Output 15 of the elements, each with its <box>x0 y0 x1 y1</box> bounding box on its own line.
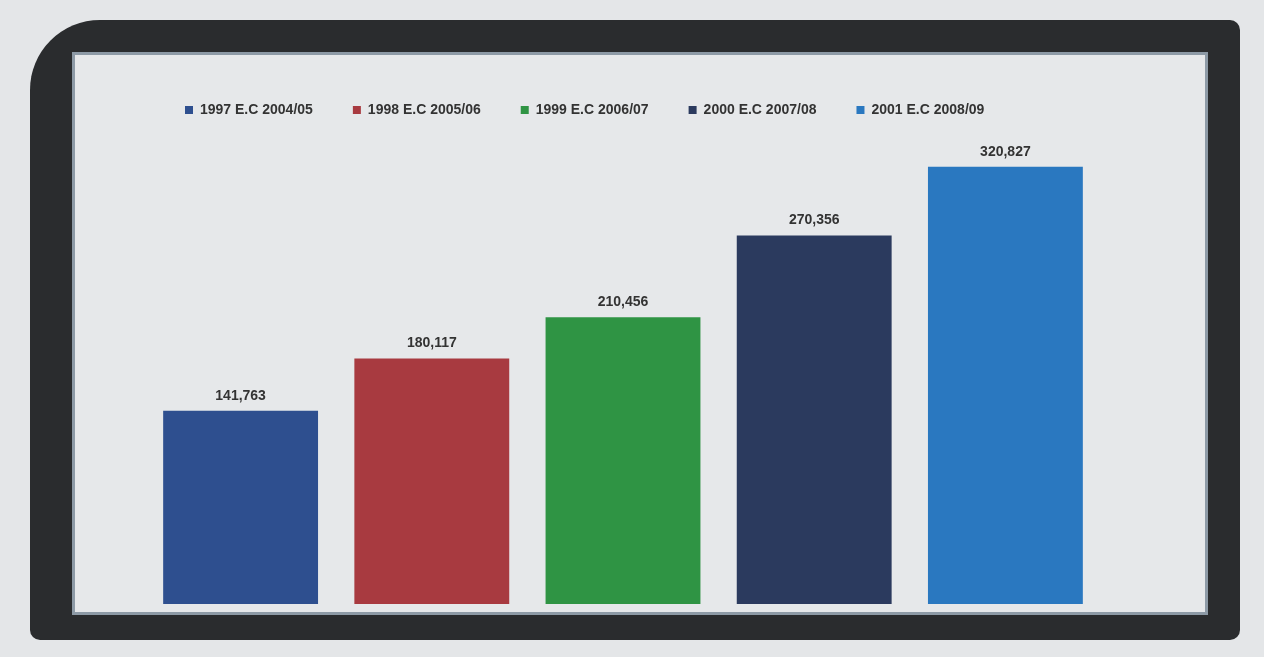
data-label: 210,456 <box>597 293 649 310</box>
data-label: 141,763 <box>215 386 267 403</box>
data-label: 180,117 <box>406 334 457 351</box>
data-label: 320,827 <box>980 142 1031 159</box>
legend-label: 1997 E.C 2004/05 <box>200 100 314 117</box>
bar <box>163 410 319 604</box>
legend-label: 1999 E.C 2006/07 <box>535 100 649 117</box>
data-label: 270,356 <box>788 211 840 228</box>
legend-label: 2001 E.C 2008/09 <box>871 100 985 117</box>
legend-label: 1998 E.C 2005/06 <box>367 100 481 117</box>
bar <box>927 166 1083 604</box>
bar <box>736 235 892 604</box>
bar <box>354 358 510 604</box>
legend-label: 2000 E.C 2007/08 <box>703 100 817 117</box>
bar <box>545 317 701 604</box>
